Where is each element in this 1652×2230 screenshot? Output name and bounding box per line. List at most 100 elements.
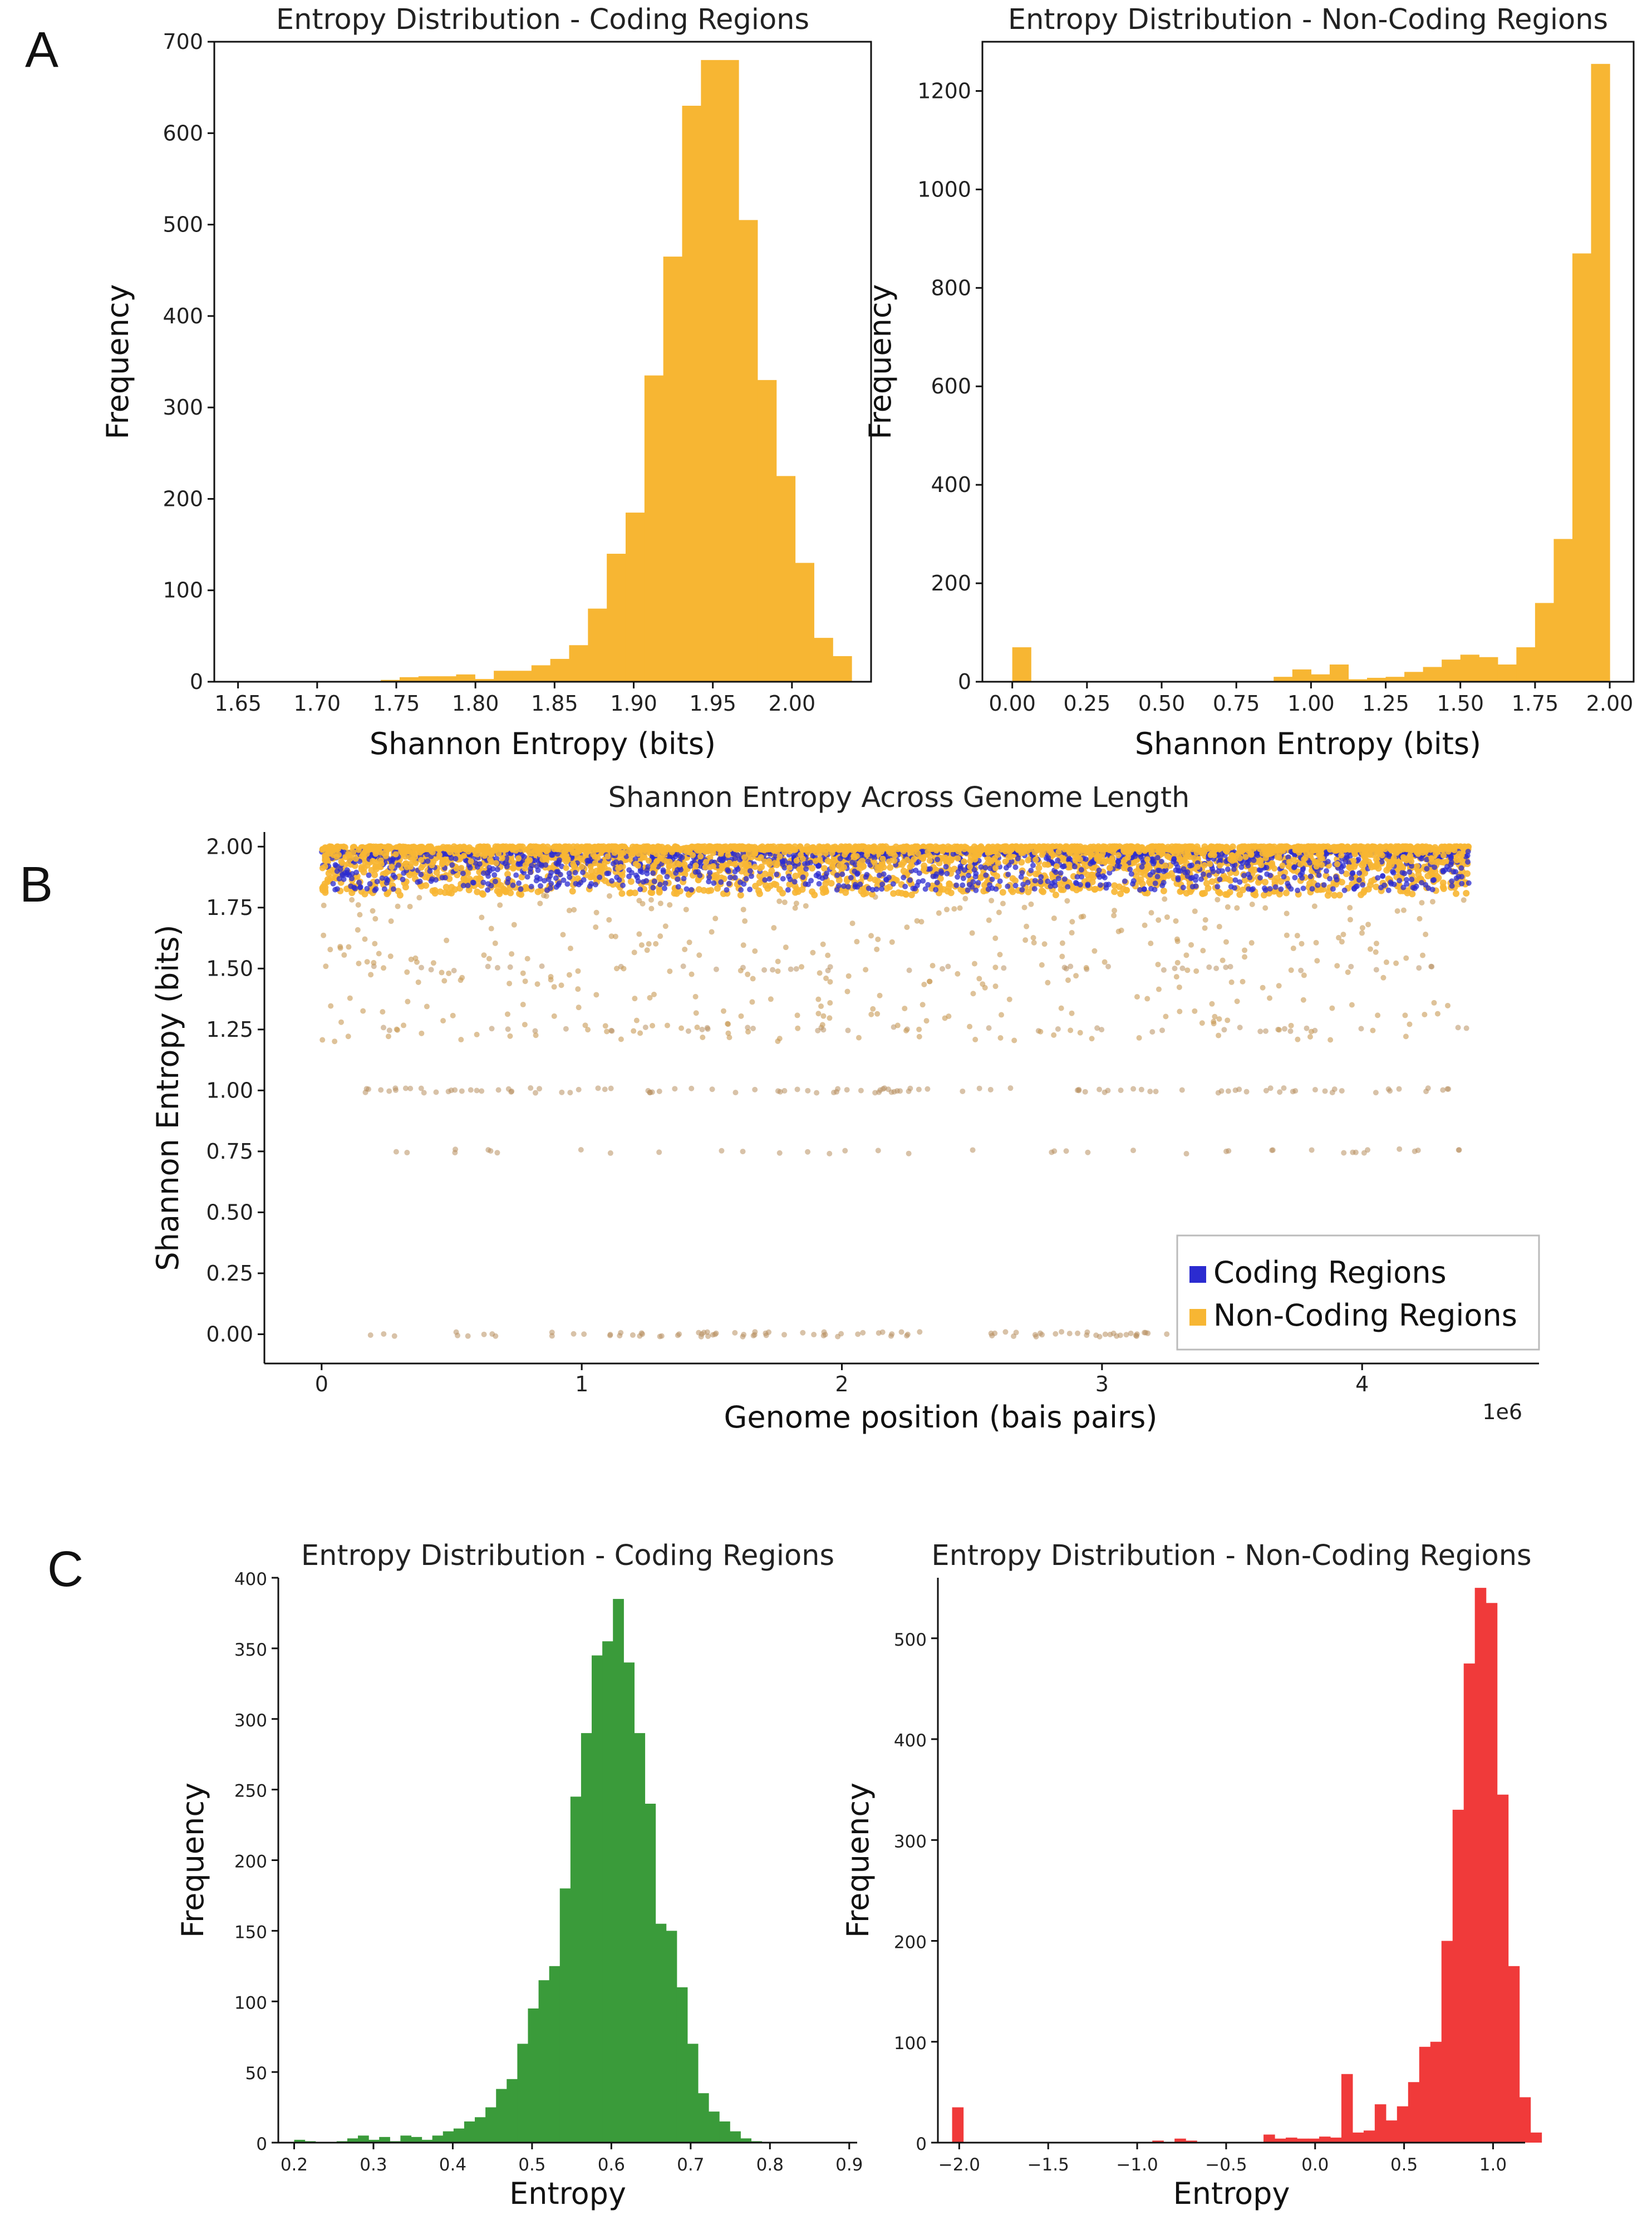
scatter-point-noncoding bbox=[1290, 946, 1296, 952]
scatter-point-noncoding bbox=[803, 903, 809, 909]
scatter-point-coding bbox=[1263, 864, 1270, 870]
scatter-point-coding bbox=[1180, 884, 1186, 890]
scatter-point-noncoding bbox=[1276, 983, 1282, 989]
scatter-point-noncoding bbox=[1148, 910, 1154, 916]
scatter-point-noncoding bbox=[441, 978, 448, 984]
scatter-point-noncoding bbox=[576, 1086, 582, 1092]
scatter-point-noncoding bbox=[416, 895, 422, 901]
scatter-point-noncoding bbox=[1348, 963, 1354, 969]
scatter-point-coding bbox=[711, 880, 717, 886]
scatter-point-noncoding bbox=[593, 924, 599, 930]
scatter-point-coding bbox=[1240, 860, 1246, 866]
scatter-point-noncoding bbox=[815, 1027, 821, 1033]
scatter-point-coding bbox=[1122, 878, 1128, 884]
scatter-point-noncoding bbox=[1073, 887, 1080, 894]
scatter-point-noncoding bbox=[815, 996, 822, 1002]
scatter-point-coding bbox=[639, 869, 645, 875]
scatter-point-noncoding bbox=[607, 1150, 613, 1156]
scatter-point-noncoding bbox=[653, 941, 659, 947]
scatter-point-noncoding bbox=[741, 1332, 747, 1338]
scatter-point-coding bbox=[965, 887, 971, 893]
scatter-point-coding bbox=[418, 872, 424, 878]
scatter-point-noncoding bbox=[874, 1011, 881, 1017]
scatter-point-noncoding bbox=[1138, 1086, 1144, 1092]
scatter-point-noncoding bbox=[368, 972, 374, 978]
scatter-point-coding bbox=[1139, 864, 1145, 870]
scatter-point-noncoding bbox=[752, 1329, 758, 1335]
scatter-point-noncoding bbox=[700, 1034, 706, 1040]
scatter-point-noncoding bbox=[904, 924, 910, 931]
scatter-point-noncoding bbox=[1393, 960, 1399, 966]
scatter-point-coding bbox=[555, 869, 561, 875]
scatter-point-coding bbox=[800, 874, 806, 880]
scatter-point-noncoding bbox=[926, 978, 932, 984]
scatter-point-coding bbox=[485, 881, 491, 887]
scatter-point-coding bbox=[1078, 867, 1084, 873]
scatter-point-noncoding bbox=[488, 926, 494, 932]
scatter-point-noncoding bbox=[606, 917, 612, 923]
scatter-point-coding bbox=[1451, 869, 1457, 875]
scatter-point-coding bbox=[1449, 883, 1455, 889]
scatter-point-coding bbox=[983, 872, 989, 878]
scatter-point-noncoding bbox=[820, 1013, 827, 1019]
scatter-point-noncoding bbox=[887, 864, 894, 871]
scatter-point-noncoding bbox=[376, 951, 382, 957]
scatter-point-noncoding bbox=[402, 1085, 409, 1091]
scatter-point-noncoding bbox=[1134, 994, 1140, 1000]
scatter-point-noncoding bbox=[1232, 1087, 1238, 1094]
histogram-bar bbox=[1572, 253, 1592, 682]
scatter-point-coding bbox=[554, 861, 560, 867]
scatter-point-coding bbox=[348, 883, 354, 889]
scatter-point-noncoding bbox=[916, 1026, 922, 1032]
scatter-point-noncoding bbox=[714, 885, 721, 892]
scatter-point-noncoding bbox=[1373, 883, 1380, 890]
scatter-point-noncoding bbox=[524, 956, 530, 962]
scatter-point-noncoding bbox=[1099, 1027, 1105, 1033]
x-tick-label: 1.95 bbox=[689, 691, 736, 716]
scatter-point-noncoding bbox=[419, 1030, 425, 1036]
scatter-point-coding bbox=[835, 883, 842, 889]
scatter-point-noncoding bbox=[613, 966, 620, 972]
scatter-point-noncoding bbox=[371, 959, 377, 966]
scatter-point-noncoding bbox=[1172, 966, 1178, 972]
scatter-point-noncoding bbox=[458, 977, 464, 983]
scatter-point-noncoding bbox=[1164, 1331, 1170, 1337]
scatter-point-noncoding bbox=[367, 1332, 373, 1338]
scatter-point-noncoding bbox=[776, 1150, 783, 1156]
scatter-point-noncoding bbox=[1118, 1087, 1124, 1094]
scatter-point-noncoding bbox=[1142, 922, 1148, 928]
scatter-point-noncoding bbox=[1201, 862, 1208, 869]
scatter-point-noncoding bbox=[1395, 881, 1403, 888]
scatter-point-coding bbox=[1316, 872, 1322, 878]
scatter-point-coding bbox=[334, 886, 340, 892]
scatter-point-coding bbox=[400, 877, 406, 883]
scatter-point-noncoding bbox=[474, 1031, 480, 1037]
scatter-point-noncoding bbox=[415, 979, 421, 985]
scatter-point-noncoding bbox=[1249, 901, 1255, 907]
scatter-point-coding bbox=[644, 867, 650, 873]
scatter-point-coding bbox=[849, 859, 856, 865]
scatter-point-noncoding bbox=[987, 1086, 994, 1092]
scatter-point-noncoding bbox=[363, 1086, 370, 1092]
scatter-point-coding bbox=[1292, 874, 1298, 880]
scatter-point-coding bbox=[1083, 856, 1089, 862]
scatter-point-noncoding bbox=[903, 1027, 909, 1033]
scatter-point-coding bbox=[1309, 886, 1315, 892]
scatter-point-coding bbox=[1005, 872, 1011, 878]
scatter-point-noncoding bbox=[1145, 1330, 1151, 1336]
scatter-point-coding bbox=[916, 879, 922, 885]
scatter-point-noncoding bbox=[442, 884, 450, 891]
scatter-point-coding bbox=[1400, 884, 1407, 890]
scatter-point-noncoding bbox=[1349, 1002, 1355, 1008]
scatter-point-noncoding bbox=[1299, 941, 1305, 947]
scatter-point-coding bbox=[1149, 858, 1155, 864]
scatter-point-noncoding bbox=[1359, 930, 1365, 936]
scatter-point-coding bbox=[556, 880, 562, 886]
scatter-point-noncoding bbox=[1155, 962, 1161, 968]
panel-label-a: A bbox=[25, 22, 58, 78]
scatter-point-noncoding bbox=[1403, 1033, 1409, 1040]
scatter-point-coding bbox=[465, 883, 471, 889]
scatter-point-noncoding bbox=[1304, 1025, 1310, 1031]
scatter-point-coding bbox=[433, 877, 439, 883]
histogram-bar bbox=[1012, 647, 1031, 682]
